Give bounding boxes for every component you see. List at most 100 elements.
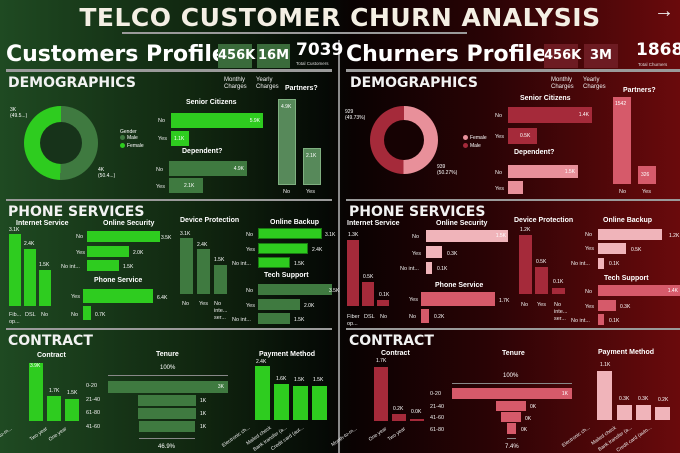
senior-yes-bar[interactable]: 1.1K bbox=[171, 131, 189, 146]
payment-value: 1.5K bbox=[313, 377, 324, 383]
online-backup-bar-no[interactable] bbox=[258, 228, 322, 239]
payment-bar-mailed[interactable] bbox=[274, 384, 289, 420]
online-backup-bar-noint[interactable] bbox=[258, 257, 290, 268]
dependent-no-bar[interactable]: 1.5K bbox=[508, 165, 578, 178]
partners-yes-bar[interactable]: 2.1K bbox=[303, 148, 321, 185]
contract-bar-one-year[interactable] bbox=[65, 399, 79, 421]
senior-no-bar[interactable]: 1.4K bbox=[508, 107, 592, 123]
contract-bar-one-year[interactable] bbox=[392, 414, 406, 421]
tenure-range-top bbox=[108, 375, 228, 376]
gender-donut-chart[interactable] bbox=[370, 106, 438, 174]
device-protection-bar-yes[interactable] bbox=[197, 249, 210, 294]
tenure-bar-1[interactable] bbox=[496, 401, 526, 411]
payment-bar-electronic[interactable] bbox=[255, 366, 270, 420]
online-backup-bar-yes[interactable] bbox=[258, 243, 308, 254]
phone-service-bar-yes[interactable] bbox=[83, 289, 153, 303]
device-protection-bar-noint[interactable] bbox=[214, 265, 227, 294]
payment-bar-bank[interactable] bbox=[293, 386, 308, 420]
device-protection-bar-noint[interactable] bbox=[552, 288, 565, 294]
customers-yearly-kpi: 16M bbox=[257, 44, 290, 68]
online-backup-bar-no[interactable] bbox=[598, 229, 662, 240]
device-protection-bar-no[interactable] bbox=[180, 238, 193, 294]
contract-bar-two-year[interactable] bbox=[410, 419, 424, 421]
tenure-bar-3[interactable] bbox=[139, 421, 195, 432]
phone-service-bar-yes[interactable] bbox=[421, 292, 495, 306]
device-protection-bar-yes[interactable] bbox=[535, 267, 548, 294]
partners-yes-label: Yes bbox=[306, 189, 315, 195]
online-security-cat: No int... bbox=[400, 266, 419, 272]
tech-support-bar-noint[interactable] bbox=[598, 314, 604, 325]
online-security-cat: No bbox=[412, 234, 420, 240]
dependent-yes-bar[interactable]: 2.1K bbox=[169, 178, 203, 193]
senior-citizens-title: Senior Citizens bbox=[520, 95, 571, 102]
tenure-bar-2[interactable] bbox=[501, 412, 521, 422]
tenure-bar-1[interactable] bbox=[138, 395, 196, 406]
tenure-bar-2[interactable] bbox=[138, 408, 196, 419]
internet-bar-dsl[interactable] bbox=[362, 282, 374, 306]
internet-value: 1.3K bbox=[348, 232, 359, 238]
payment-method-title: Payment Method bbox=[598, 349, 655, 356]
internet-cat: DSL bbox=[364, 314, 375, 320]
phone-service-bar-no[interactable] bbox=[421, 309, 429, 323]
internet-bar-fiber[interactable] bbox=[347, 240, 359, 306]
payment-bar-credit[interactable] bbox=[655, 407, 670, 420]
tech-support-bar-noint[interactable] bbox=[258, 313, 290, 324]
partners-no-bar[interactable]: 1542 bbox=[613, 97, 631, 184]
phone-service-value: 0.7K bbox=[95, 312, 106, 318]
tenure-bar-0[interactable]: 3K bbox=[108, 381, 228, 393]
internet-cat-fiber: Fib... op... bbox=[9, 312, 22, 325]
tenure-bottom-pct: 7.4% bbox=[505, 444, 519, 450]
online-security-bar-no[interactable]: 1.5K bbox=[426, 230, 508, 242]
gender-donut-chart[interactable] bbox=[24, 106, 98, 180]
tech-support-title: Tech Support bbox=[264, 272, 309, 279]
tech-support-cat: Yes bbox=[246, 303, 255, 309]
tech-support-bar-no[interactable] bbox=[258, 284, 332, 295]
payment-bar-bank[interactable] bbox=[636, 405, 651, 420]
churners-phone-header: PHONE SERVICES bbox=[349, 204, 486, 220]
contract-bar-monthly[interactable]: 3.9K bbox=[29, 363, 43, 421]
tenure-bottom-pct: 46.9% bbox=[158, 444, 176, 450]
device-protection-value: 2.4K bbox=[197, 242, 208, 248]
donut-label-top: 3K (49.5...) bbox=[10, 107, 28, 119]
internet-bar-dsl[interactable] bbox=[24, 249, 36, 306]
dependent-yes-bar[interactable] bbox=[508, 181, 523, 194]
internet-bar-no[interactable] bbox=[377, 300, 389, 306]
tenure-bar-3[interactable] bbox=[507, 423, 516, 434]
online-backup-bar-yes[interactable] bbox=[598, 243, 626, 254]
payment-bar-electronic[interactable] bbox=[597, 371, 612, 420]
arrow-right-icon[interactable]: → bbox=[654, 0, 674, 22]
online-backup-bar-noint[interactable] bbox=[598, 258, 604, 269]
dependent-no-bar[interactable]: 4.9K bbox=[169, 161, 247, 176]
female-legend-icon bbox=[463, 135, 468, 141]
tech-support-bar-yes[interactable] bbox=[258, 299, 300, 310]
phone-service-bar-no[interactable] bbox=[83, 306, 91, 320]
payment-bar-credit[interactable] bbox=[312, 386, 327, 420]
tech-support-bar-no[interactable]: 1.4K bbox=[598, 285, 680, 296]
device-protection-bar-no[interactable] bbox=[519, 235, 532, 294]
contract-bar-monthly[interactable] bbox=[374, 367, 388, 421]
internet-bar-fiber[interactable] bbox=[9, 234, 21, 306]
internet-value-no: 1.5K bbox=[39, 262, 50, 268]
online-security-bar-noint[interactable] bbox=[87, 260, 119, 271]
tenure-bar-0[interactable]: 1K bbox=[452, 388, 572, 399]
contract-bar-two-year[interactable] bbox=[47, 396, 61, 421]
online-security-bar-noint[interactable] bbox=[426, 262, 432, 274]
partners-yes-bar[interactable]: 326 bbox=[638, 166, 656, 184]
partners-no-bar[interactable]: 4.9K bbox=[278, 99, 296, 185]
online-security-bar-yes[interactable] bbox=[426, 246, 442, 258]
online-security-bar-yes[interactable] bbox=[87, 246, 129, 257]
section-divider bbox=[346, 199, 680, 201]
partners-no-label: No bbox=[283, 189, 291, 195]
senior-yes-bar[interactable]: 0.5K bbox=[508, 128, 537, 144]
dashboard-title: TELCO CUSTOMER CHURN ANALYSIS bbox=[79, 3, 601, 32]
dependent-no-label: No bbox=[495, 170, 503, 176]
internet-bar-no[interactable] bbox=[39, 270, 51, 306]
internet-value-fiber: 3.1K bbox=[9, 227, 20, 233]
tech-support-bar-yes[interactable] bbox=[598, 300, 616, 311]
partners-title: Partners? bbox=[285, 85, 318, 92]
customers-demographics-header: DEMOGRAPHICS bbox=[8, 75, 136, 91]
tenure-cat: 0-20 bbox=[86, 383, 98, 389]
payment-bar-mailed[interactable] bbox=[617, 405, 632, 420]
online-security-bar-no[interactable] bbox=[87, 231, 160, 242]
senior-no-bar[interactable]: 5.9K bbox=[171, 113, 263, 128]
